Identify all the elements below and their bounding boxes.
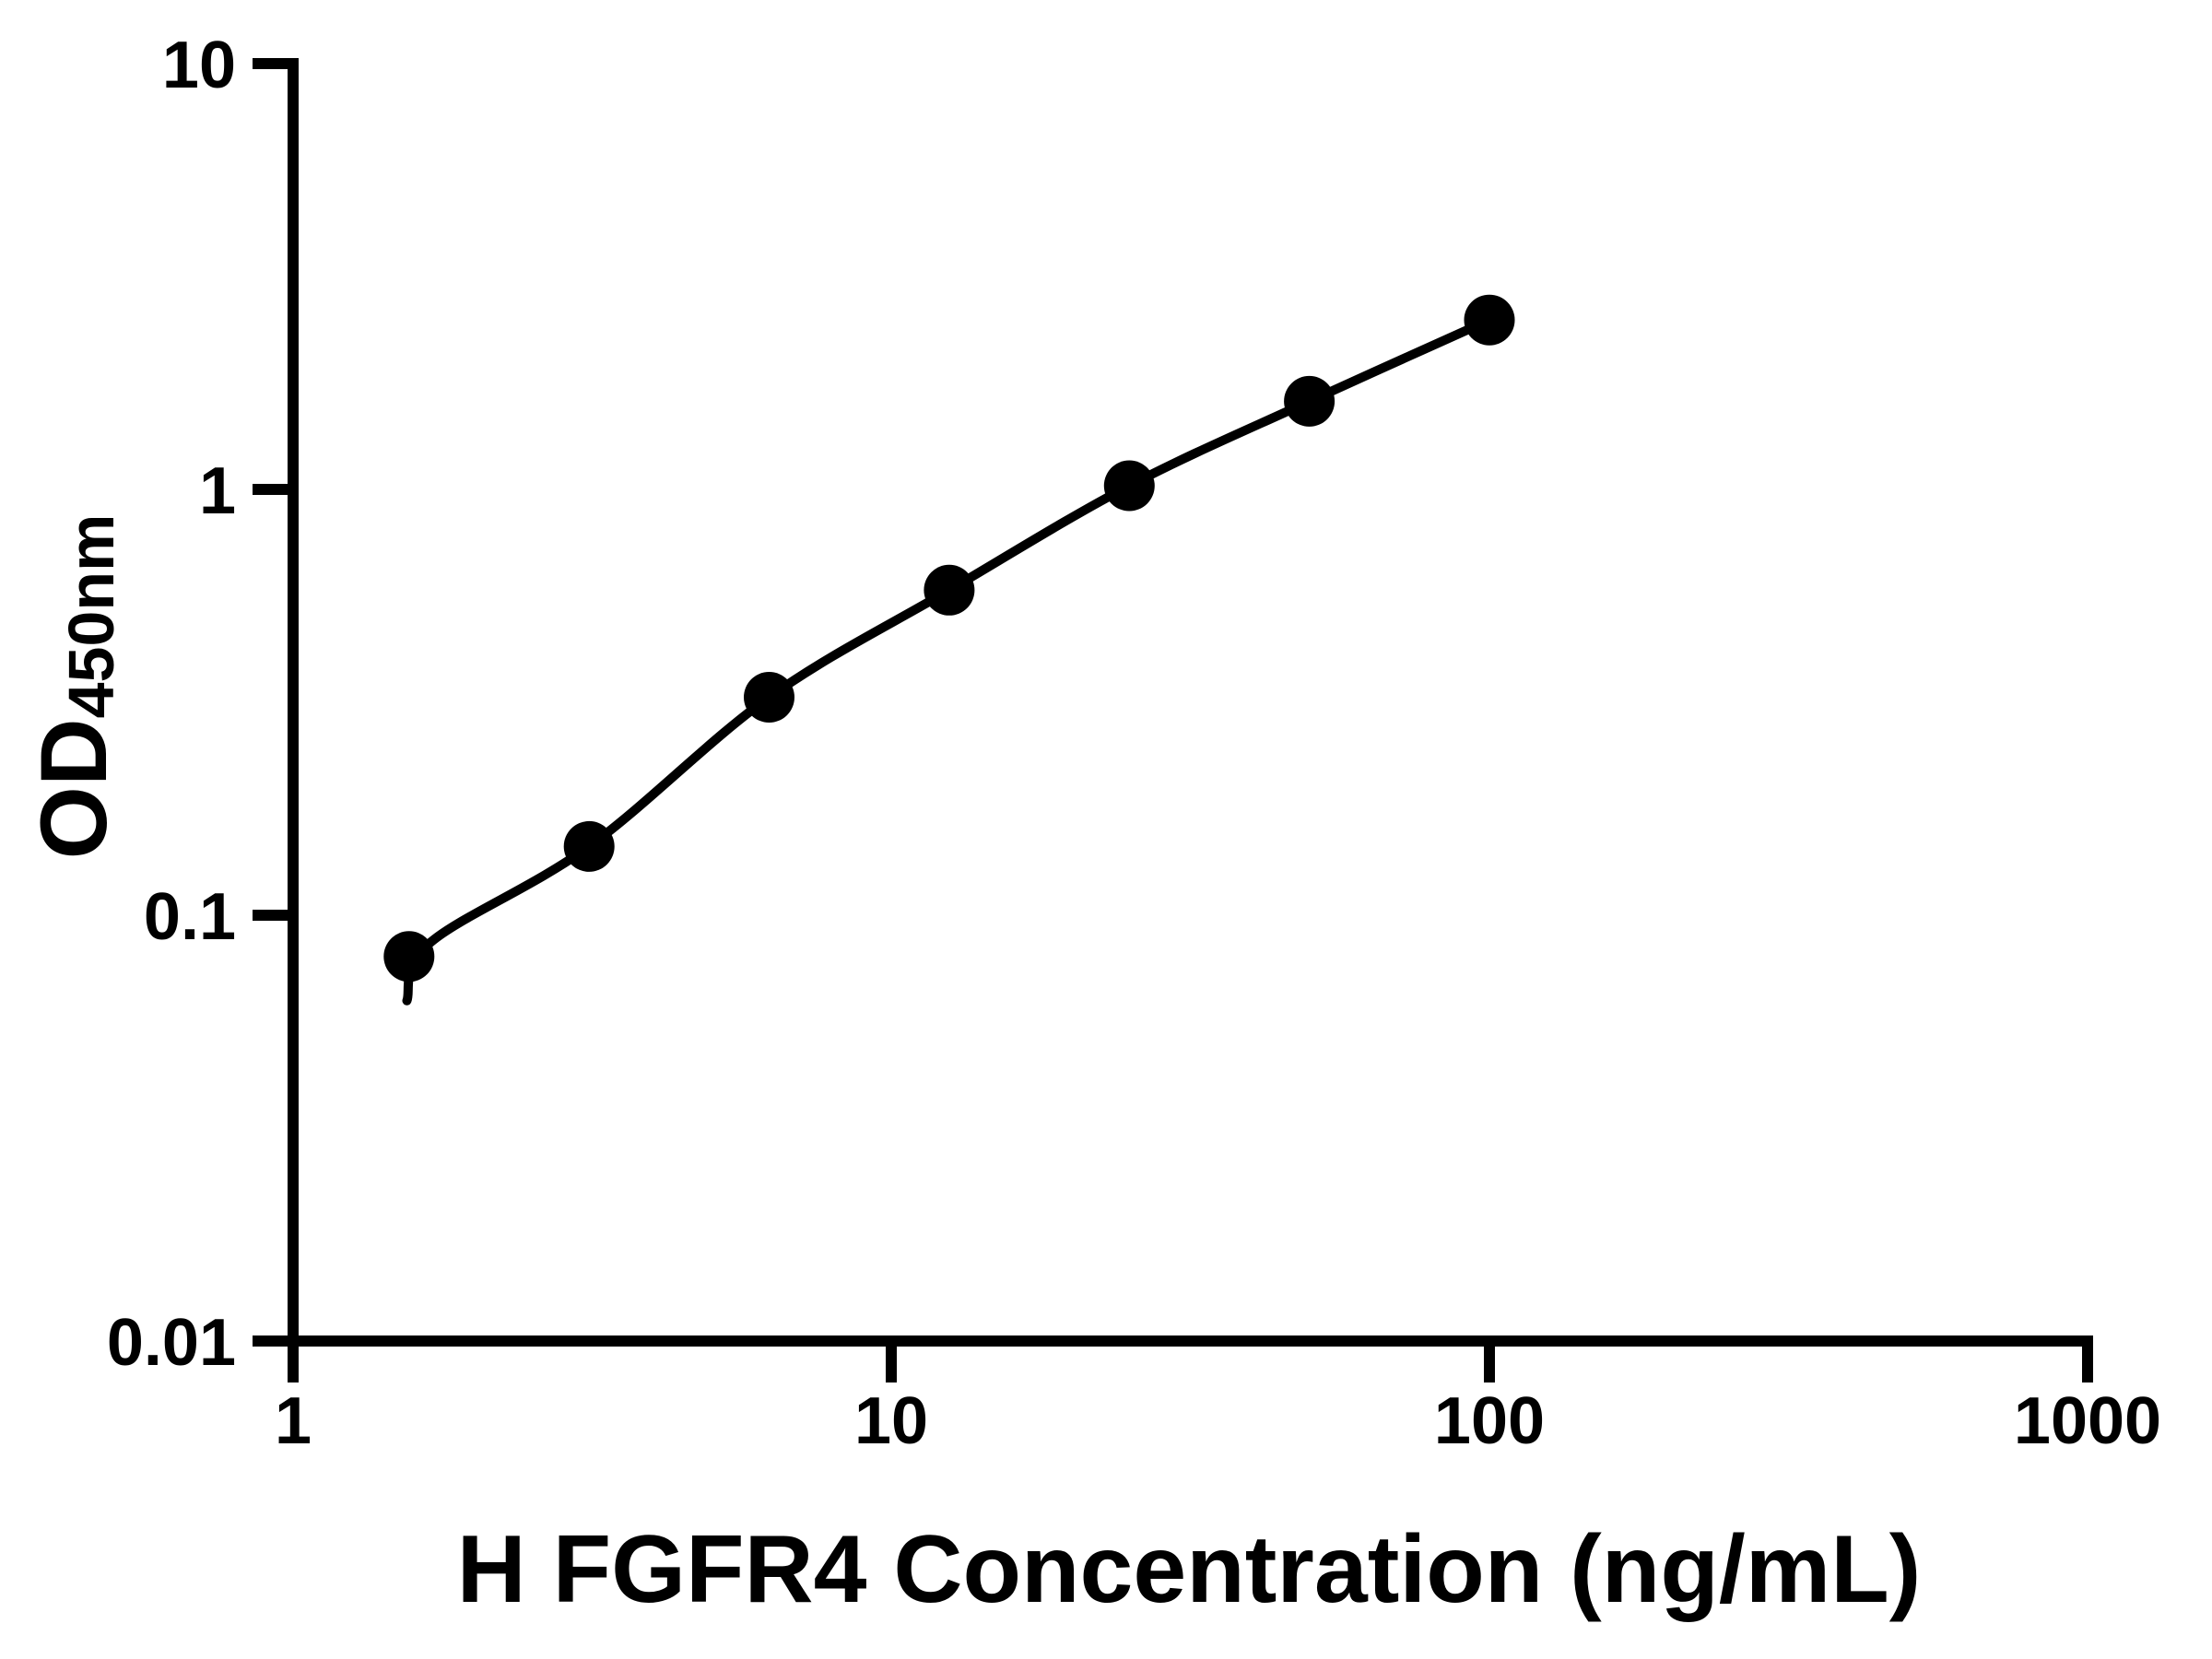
x-tick-label: 1000	[2014, 1384, 2161, 1458]
plot-group	[383, 294, 1515, 1006]
axes-group: 10 1 0.1 0.01 1 10 100 1000	[107, 29, 2161, 1458]
y-tick-label: 0.1	[144, 880, 236, 954]
y-tick-label: 10	[162, 29, 236, 102]
x-tick-label: 100	[1434, 1384, 1545, 1458]
data-point	[1284, 375, 1335, 427]
data-point	[1464, 294, 1515, 346]
data-point	[563, 820, 615, 872]
data-point	[1103, 460, 1155, 512]
data-point	[744, 672, 794, 723]
x-tick-label: 10	[854, 1384, 928, 1458]
x-tick-label: 1	[275, 1384, 312, 1458]
data-point	[383, 931, 435, 982]
y-tick-label: 1	[199, 454, 236, 528]
y-tick-label: 0.01	[107, 1306, 236, 1380]
y-axis-title-subscript: 450nm	[55, 514, 127, 719]
fit-curve-line	[402, 315, 1494, 1006]
data-point	[924, 564, 975, 616]
y-axis-title: OD450nm	[21, 514, 127, 860]
x-axis-title: H FGFR4 Concentration (ng/mL)	[457, 1516, 1922, 1623]
y-axis-title-main: OD	[21, 718, 126, 859]
